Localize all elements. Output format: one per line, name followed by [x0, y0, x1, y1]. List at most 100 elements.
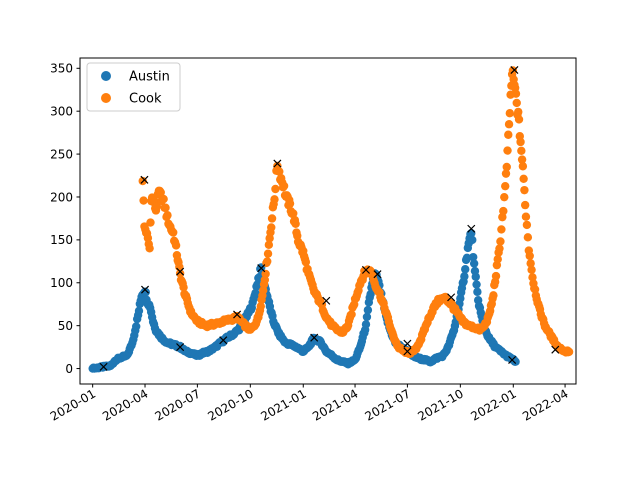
- point-cook-421: [497, 225, 506, 234]
- point-cook-153: [270, 195, 279, 204]
- x-marker-austin-8: [467, 224, 476, 233]
- point-cook-26: [161, 203, 170, 212]
- x-marker-cook-19: [551, 345, 560, 354]
- y-tick-label-200: 200: [50, 190, 73, 204]
- point-cook-445: [516, 137, 525, 147]
- point-cook-426: [501, 169, 511, 178]
- point-cook-145: [263, 249, 273, 258]
- point-cook-450: [520, 185, 529, 195]
- legend-label-cook: Cook: [129, 92, 162, 107]
- point-cook-456: [525, 251, 534, 261]
- point-cook-34: [169, 228, 178, 237]
- point-cook-419: [495, 244, 504, 253]
- point-austin-51: [132, 322, 141, 331]
- point-cook-142: [261, 269, 270, 279]
- x-marker-cook-18: [510, 65, 519, 75]
- point-cook-435: [508, 66, 518, 75]
- point-cook-453: [522, 220, 532, 230]
- y-tick-label-100: 100: [50, 276, 73, 290]
- point-austin-442: [468, 252, 478, 262]
- x-marker-cook-13: [273, 159, 282, 168]
- point-cook-420: [496, 237, 505, 246]
- point-cook-24: [159, 194, 168, 204]
- x-marker-cook-16: [403, 339, 412, 348]
- x-marker-austin-7: [403, 347, 412, 356]
- x-marker-cook-10: [140, 175, 149, 184]
- x-marker-austin-0: [99, 362, 108, 371]
- point-cook-446: [517, 146, 526, 155]
- x-marker-cook-11: [176, 267, 185, 276]
- x-marker-cook-17: [447, 293, 456, 302]
- point-austin-445: [471, 272, 480, 281]
- point-austin-320: [363, 305, 373, 315]
- point-cook-177: [291, 219, 300, 228]
- point-cook-454: [523, 233, 533, 242]
- x-marker-cook-14: [322, 296, 331, 305]
- point-cook-428: [503, 146, 512, 155]
- legend: Austin Cook: [86, 62, 181, 112]
- point-cook-439: [511, 89, 521, 98]
- point-cook-37: [171, 241, 181, 250]
- point-cook-415: [491, 271, 501, 281]
- point-cook-443: [514, 115, 524, 124]
- point-cook-429: [504, 130, 513, 139]
- point-cook-158: [275, 167, 284, 176]
- point-cook-42: [175, 269, 185, 278]
- point-cook-458: [527, 265, 536, 274]
- point-cook-431: [505, 109, 515, 118]
- plot-points: [88, 66, 574, 373]
- point-cook-9: [146, 218, 155, 227]
- x-marker-austin-5: [310, 333, 319, 342]
- point-cook-423: [499, 206, 508, 216]
- point-austin-492: [511, 357, 520, 366]
- y-tick-label-350: 350: [50, 62, 73, 76]
- legend-label-austin: Austin: [129, 70, 170, 85]
- point-cook-17: [152, 202, 162, 211]
- point-cook-449: [519, 174, 528, 183]
- point-cook-447: [517, 155, 527, 164]
- point-cook-8: [145, 244, 154, 253]
- point-cook-46: [179, 283, 188, 292]
- point-austin-443: [469, 259, 479, 268]
- point-cook-427: [502, 162, 511, 172]
- point-cook-243: [347, 310, 356, 319]
- point-austin-447: [473, 287, 482, 297]
- point-cook-430: [504, 120, 514, 129]
- point-cook-417: [493, 255, 502, 264]
- point-cook-144: [263, 257, 272, 266]
- point-cook-149: [267, 223, 276, 232]
- point-austin-433: [461, 265, 470, 274]
- point-austin-62: [141, 287, 150, 297]
- point-austin-446: [472, 280, 481, 289]
- legend-marker-austin: [101, 71, 111, 81]
- point-cook-457: [526, 259, 535, 268]
- plot-markers: [99, 65, 560, 371]
- point-cook-440: [512, 98, 521, 108]
- point-austin-323: [366, 290, 375, 299]
- y-tick-label-250: 250: [50, 147, 73, 161]
- point-austin-319: [362, 312, 372, 322]
- x-marker-cook-15: [361, 265, 371, 274]
- point-cook-452: [521, 212, 531, 221]
- point-austin-318: [361, 320, 371, 329]
- point-cook-442: [514, 107, 523, 117]
- point-cook-451: [520, 200, 530, 210]
- x-marker-austin-3: [219, 336, 228, 345]
- point-cook-170: [285, 199, 295, 208]
- x-marker-austin-9: [508, 355, 517, 365]
- point-cook-459: [528, 273, 537, 282]
- x-marker-austin-2: [176, 343, 185, 352]
- point-cook-424: [500, 192, 509, 202]
- point-austin-435: [462, 253, 472, 262]
- point-cook-412: [489, 291, 498, 300]
- y-tick-label-50: 50: [58, 319, 73, 333]
- point-cook-174: [289, 209, 298, 218]
- point-austin-432: [460, 272, 469, 281]
- y-tick-label-300: 300: [50, 104, 73, 118]
- y-tick-label-0: 0: [65, 362, 73, 376]
- point-austin-441: [468, 235, 477, 245]
- x-marker-austin-4: [257, 264, 266, 273]
- y-axis: 0 50 100 150 200 250 300 350: [50, 62, 80, 376]
- y-tick-label-150: 150: [50, 233, 73, 247]
